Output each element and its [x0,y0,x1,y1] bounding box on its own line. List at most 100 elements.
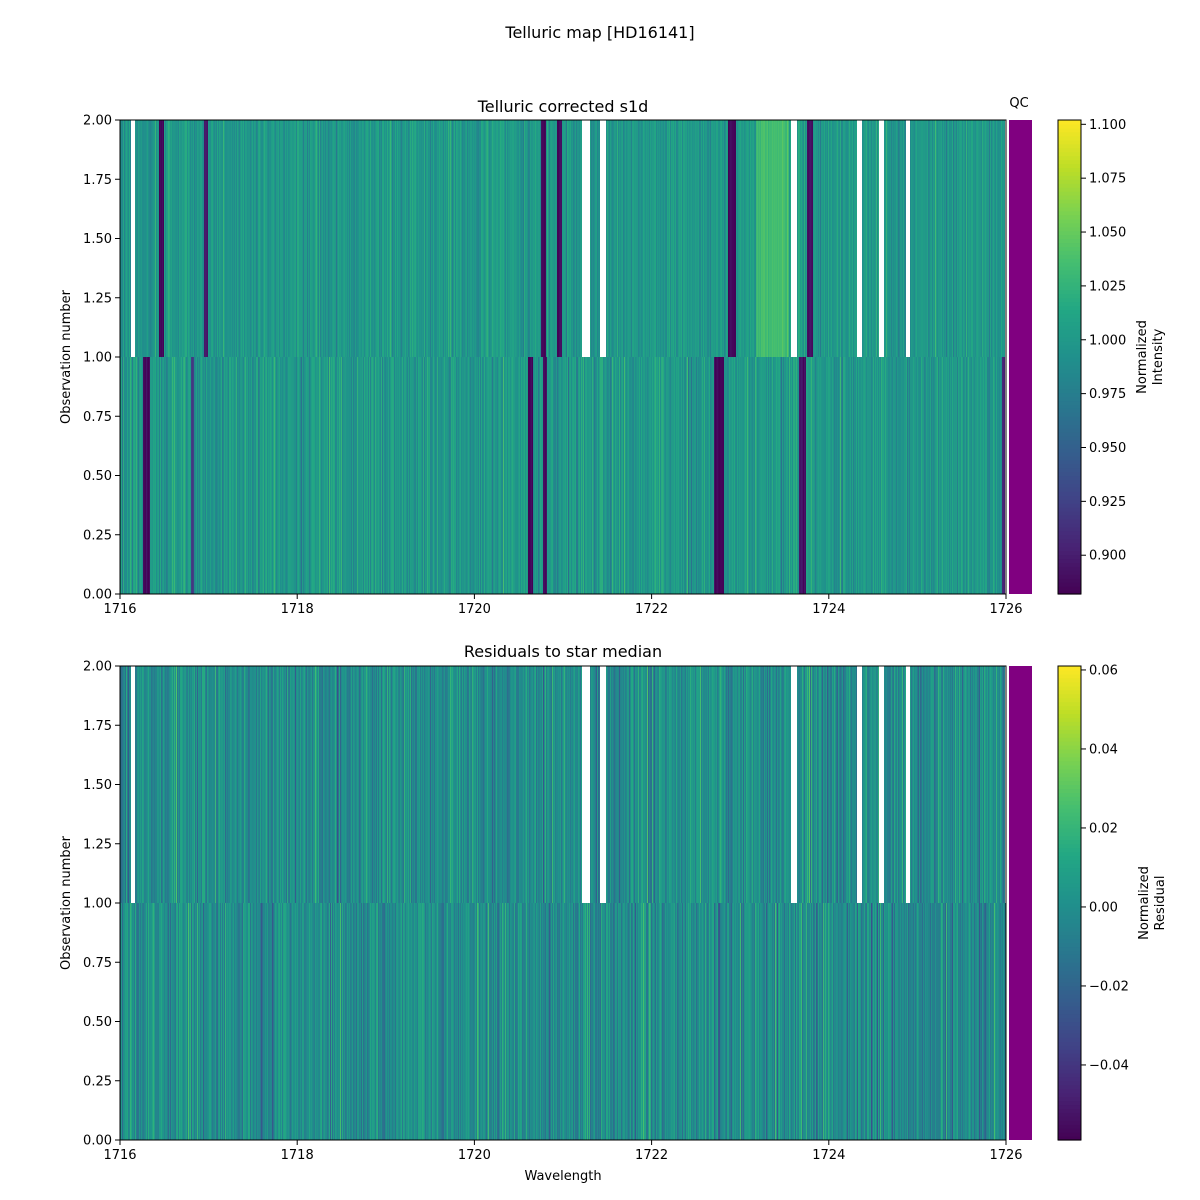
heat-cell [241,120,243,357]
heat-cell [461,357,463,594]
heat-cell [775,357,777,594]
heat-cell [826,903,828,1140]
heat-cell [221,357,223,594]
heat-cell [131,903,133,1140]
heat-cell [901,120,903,357]
heat-cell [717,666,719,903]
heat-cell [650,357,652,594]
heat-cell [157,357,159,594]
heat-cell [481,903,483,1140]
heat-cell [943,903,945,1140]
heat-cell [738,120,740,357]
heat-cell [128,903,130,1140]
heat-cell [568,357,570,594]
heat-cell [902,357,904,594]
heat-cell [315,666,317,903]
y-axis-residuals: 0.000.250.500.751.001.251.501.752.00 [83,660,120,1149]
heat-cell [591,120,593,357]
heat-cell [456,903,458,1140]
heat-cell [686,666,688,903]
heat-cell [326,120,328,357]
heat-cell [342,357,344,594]
heat-cell [945,903,947,1140]
heat-cell [388,357,390,594]
heat-cell [428,903,430,1140]
heat-cell [964,666,966,903]
heat-cell [351,357,353,594]
heat-cell [676,666,678,903]
colorbar-segment [1058,1136,1081,1141]
heat-cell [197,903,199,1140]
heat-cell [258,666,260,903]
heat-cell [505,903,507,1140]
heat-cell [249,120,251,357]
heat-cell [765,357,767,594]
heat-cell [748,666,750,903]
heat-cell [466,903,468,1140]
heat-cell [331,903,333,1140]
heat-cell [257,357,259,594]
colorbar-segment [1058,1009,1081,1015]
heat-cell [921,903,923,1140]
heat-cell [144,666,146,903]
heat-cell [884,120,886,357]
heat-cell [720,120,722,357]
heat-cell [652,120,654,357]
heat-cell [591,357,593,594]
heat-cell [374,120,376,357]
heat-cell [170,666,172,903]
heat-cell [167,903,169,1140]
heat-cell [998,903,1000,1140]
heat-cell [739,120,741,357]
heat-cell [815,120,817,357]
heat-cell [589,357,591,594]
colorbar-segment [1058,163,1081,168]
heat-cell [349,666,351,903]
heat-cell [934,903,936,1140]
heat-cell [636,357,638,594]
heat-cell [479,903,481,1140]
heat-cell [791,666,793,903]
heat-cell [202,357,204,594]
colorbar-segment [1058,167,1081,172]
heat-cell [256,666,258,903]
heat-cell [869,357,871,594]
heat-cell [439,357,441,594]
heat-cell [782,120,784,357]
heat-cell [502,666,504,903]
colorbar-segment [1058,725,1081,730]
heat-cell [139,357,141,594]
heat-cell [548,357,550,594]
heat-cell [577,903,579,1140]
heat-cell [742,357,744,594]
heat-cell [266,120,268,357]
colorbar-segment [1058,495,1081,500]
heat-cell [1004,357,1006,594]
heat-cell [332,903,334,1140]
heat-cell [613,120,615,357]
heat-cell [326,666,328,903]
heat-cell [591,903,593,1140]
heat-cell [427,903,429,1140]
heat-cell [558,357,560,594]
heat-cell [740,120,742,357]
heat-cell [618,120,620,357]
heat-cell [315,120,317,357]
heat-cell [823,120,825,357]
heat-cell [829,357,831,594]
heat-cell [179,357,181,594]
heat-cell [436,357,438,594]
heat-cell [162,357,164,594]
heat-cell [206,666,208,903]
heat-cell [942,903,944,1140]
colorbar-segment [1058,123,1081,129]
heat-cell [875,903,877,1140]
heat-cell [762,357,764,594]
heat-cell [234,666,236,903]
heat-cell [197,666,199,903]
heat-cell [568,903,570,1140]
heat-cell [262,666,264,903]
heat-cell [218,903,220,1140]
heat-cell [710,120,712,357]
heat-cell [892,120,894,357]
